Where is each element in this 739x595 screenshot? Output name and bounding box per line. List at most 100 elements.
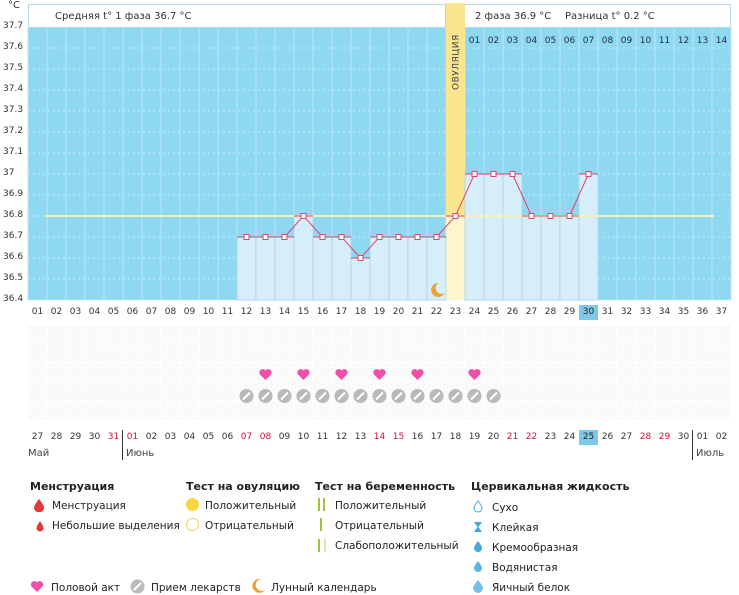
cycle-day-label[interactable]: 08: [164, 307, 177, 317]
calendar-date[interactable]: 01: [696, 432, 709, 442]
cycle-day-label[interactable]: 06: [126, 307, 139, 317]
symbol-cell[interactable]: [579, 325, 598, 344]
symbol-cell[interactable]: [446, 344, 465, 363]
symbol-cell[interactable]: [522, 382, 541, 401]
symbol-cell[interactable]: [408, 344, 427, 363]
symbol-cell[interactable]: [636, 382, 655, 401]
symbol-cell[interactable]: [28, 401, 47, 420]
calendar-date[interactable]: 30: [88, 432, 101, 442]
symbol-cell[interactable]: [123, 363, 142, 382]
symbol-cell[interactable]: [104, 401, 123, 420]
symbol-cell[interactable]: [161, 382, 180, 401]
symbol-cell[interactable]: [541, 344, 560, 363]
symbol-cell[interactable]: [199, 363, 218, 382]
calendar-date[interactable]: 08: [259, 432, 272, 442]
symbol-cell[interactable]: [218, 325, 237, 344]
symbol-cell[interactable]: [180, 401, 199, 420]
cycle-day-label[interactable]: 03: [69, 307, 82, 317]
symbol-cell[interactable]: [28, 344, 47, 363]
symbol-cell[interactable]: [484, 344, 503, 363]
symbol-cell[interactable]: [275, 344, 294, 363]
symbol-cell[interactable]: [579, 363, 598, 382]
symbol-cell[interactable]: [313, 344, 332, 363]
symbol-cell[interactable]: [712, 401, 731, 420]
symbol-cell[interactable]: [674, 344, 693, 363]
symbol-cell[interactable]: [47, 363, 66, 382]
calendar-date[interactable]: 28: [639, 432, 652, 442]
cycle-day-label[interactable]: 05: [107, 307, 120, 317]
calendar-date[interactable]: 30: [677, 432, 690, 442]
calendar-date[interactable]: 23: [544, 432, 557, 442]
symbol-cell[interactable]: [503, 382, 522, 401]
symbol-cell[interactable]: [66, 325, 85, 344]
symbol-cell[interactable]: [674, 363, 693, 382]
cycle-day-label[interactable]: 28: [544, 307, 557, 317]
symbol-cell[interactable]: [351, 325, 370, 344]
cycle-day-label[interactable]: 17: [335, 307, 348, 317]
symbol-cell[interactable]: [598, 325, 617, 344]
calendar-date[interactable]: 02: [145, 432, 158, 442]
symbol-cell[interactable]: [66, 363, 85, 382]
symbol-cell[interactable]: [484, 363, 503, 382]
symbol-cell[interactable]: [142, 401, 161, 420]
symbol-cell[interactable]: [142, 382, 161, 401]
symbol-cell[interactable]: [180, 344, 199, 363]
symbol-cell[interactable]: [218, 363, 237, 382]
cycle-day-label[interactable]: 16: [316, 307, 329, 317]
cycle-day-label[interactable]: 13: [259, 307, 272, 317]
cycle-day-label[interactable]: 12: [240, 307, 253, 317]
calendar-date[interactable]: 11: [316, 432, 329, 442]
symbol-cell[interactable]: [446, 401, 465, 420]
cycle-day-label[interactable]: 31: [601, 307, 614, 317]
calendar-date[interactable]: 13: [354, 432, 367, 442]
symbol-cell[interactable]: [161, 401, 180, 420]
symbol-cell[interactable]: [636, 344, 655, 363]
symbol-cell[interactable]: [579, 344, 598, 363]
symbol-cell[interactable]: [427, 363, 446, 382]
symbol-cell[interactable]: [370, 325, 389, 344]
symbol-cell[interactable]: [332, 401, 351, 420]
symbol-cell[interactable]: [636, 325, 655, 344]
symbol-cell[interactable]: [351, 363, 370, 382]
symbol-cell[interactable]: [484, 401, 503, 420]
symbol-cell[interactable]: [712, 382, 731, 401]
calendar-date[interactable]: 27: [31, 432, 44, 442]
symbol-cell[interactable]: [655, 325, 674, 344]
symbol-cell[interactable]: [218, 382, 237, 401]
cycle-day-label[interactable]: 14: [278, 307, 291, 317]
cycle-day-label[interactable]: 19: [373, 307, 386, 317]
symbol-cell[interactable]: [142, 344, 161, 363]
symbol-cell[interactable]: [28, 382, 47, 401]
cycle-day-label[interactable]: 37: [715, 307, 728, 317]
symbol-cell[interactable]: [503, 363, 522, 382]
symbol-cell[interactable]: [275, 363, 294, 382]
cycle-day-label[interactable]: 04: [88, 307, 101, 317]
symbol-cell[interactable]: [617, 325, 636, 344]
symbol-cell[interactable]: [617, 344, 636, 363]
cycle-day-label[interactable]: 18: [354, 307, 367, 317]
calendar-date[interactable]: 10: [297, 432, 310, 442]
symbol-cell[interactable]: [598, 401, 617, 420]
symbol-cell[interactable]: [275, 325, 294, 344]
symbol-cell[interactable]: [294, 401, 313, 420]
symbol-cell[interactable]: [47, 382, 66, 401]
symbol-cell[interactable]: [237, 325, 256, 344]
cycle-day-label[interactable]: 11: [221, 307, 234, 317]
symbol-cell[interactable]: [427, 344, 446, 363]
cycle-day-label[interactable]: 33: [639, 307, 652, 317]
symbol-cell[interactable]: [218, 344, 237, 363]
symbol-cell[interactable]: [199, 344, 218, 363]
symbol-cell[interactable]: [503, 344, 522, 363]
cycle-day-label[interactable]: 22: [430, 307, 443, 317]
cycle-day-label[interactable]: 29: [563, 307, 576, 317]
symbol-cell[interactable]: [28, 325, 47, 344]
symbol-cell[interactable]: [389, 344, 408, 363]
cycle-day-label[interactable]: 10: [202, 307, 215, 317]
calendar-date[interactable]: 02: [715, 432, 728, 442]
symbol-cell[interactable]: [237, 344, 256, 363]
symbol-cell[interactable]: [560, 325, 579, 344]
symbol-cell[interactable]: [484, 325, 503, 344]
cycle-day-label[interactable]: 27: [525, 307, 538, 317]
symbol-cell[interactable]: [123, 382, 142, 401]
symbol-cell[interactable]: [180, 382, 199, 401]
